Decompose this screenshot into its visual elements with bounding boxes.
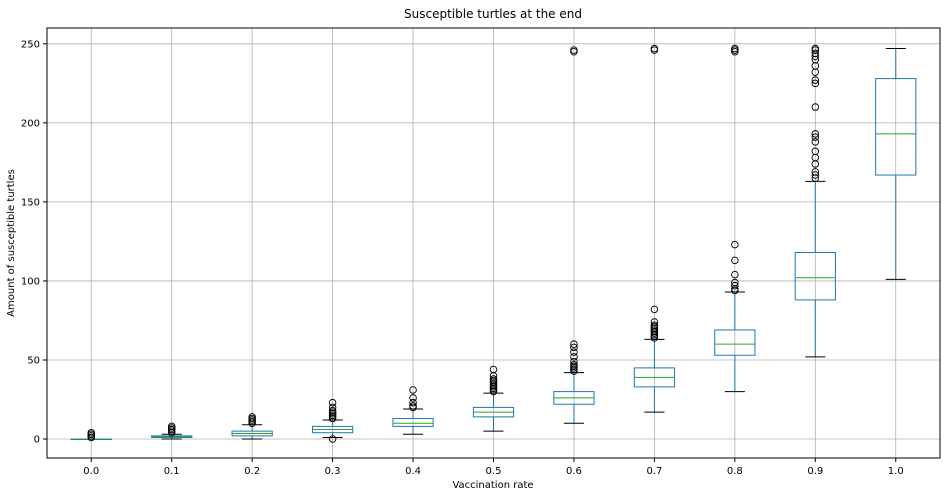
box-iqr	[392, 417, 434, 427]
flier-point	[650, 44, 659, 53]
x-tick-label: 0.1	[164, 466, 180, 477]
flier-point	[328, 406, 337, 415]
y-axis-title: Amount of susceptible turtles	[6, 169, 17, 317]
x-tick-label: 0.3	[325, 466, 341, 477]
x-tick-label: 0.8	[727, 466, 743, 477]
x-axis-title: Vaccination rate	[452, 480, 533, 491]
flier-point	[731, 281, 739, 290]
flier-point	[811, 138, 820, 146]
flier-point	[811, 76, 820, 84]
flier-point	[570, 360, 578, 369]
x-tick-label: 1.0	[888, 466, 904, 477]
y-tick-label: 200	[21, 118, 40, 129]
flier-point	[650, 305, 659, 314]
flier-point	[731, 278, 739, 287]
x-tick-label: 0.7	[646, 466, 662, 477]
flier-point	[650, 321, 659, 329]
box-group	[311, 398, 354, 443]
flier-point	[570, 348, 578, 356]
flier-point	[328, 403, 337, 412]
box-iqr	[875, 78, 917, 176]
x-tick-label: 0.9	[807, 466, 823, 477]
flier-point	[570, 353, 578, 361]
box-group	[875, 48, 917, 280]
box-iqr	[794, 251, 836, 301]
flier-point	[328, 398, 337, 407]
flier-point	[570, 357, 578, 366]
chart-title: Susceptible turtles at the end	[404, 7, 582, 21]
flier-point	[811, 79, 820, 88]
flier-point	[811, 130, 820, 138]
box-group	[633, 44, 676, 413]
flier-point	[811, 49, 820, 58]
x-tick-label: 0.2	[244, 466, 260, 477]
flier-point	[409, 394, 417, 402]
y-tick-label: 0	[34, 435, 40, 446]
flier-point	[731, 44, 739, 53]
box-group	[794, 44, 836, 358]
flier-point	[328, 435, 337, 443]
flier-point	[811, 133, 820, 141]
flier-point	[570, 343, 578, 352]
flier-point	[811, 147, 820, 156]
y-tick-label: 50	[27, 355, 40, 366]
flier-point	[570, 340, 578, 348]
flier-point	[731, 270, 739, 279]
y-axis-ticks: 0 50 100 150 200 250	[21, 39, 47, 446]
x-tick-label: 0.4	[405, 466, 421, 477]
box-group	[392, 386, 434, 435]
box-group	[472, 365, 515, 432]
grid	[47, 28, 940, 458]
flier-point	[489, 365, 498, 374]
flier-point	[811, 103, 820, 111]
x-tick-label: 0.5	[486, 466, 502, 477]
flier-point	[167, 422, 176, 431]
y-tick-label: 100	[21, 276, 40, 287]
box-group	[714, 44, 756, 393]
box-group	[70, 428, 112, 442]
x-tick-label: 0.0	[83, 466, 99, 477]
y-tick-label: 150	[21, 197, 40, 208]
flier-point	[409, 398, 417, 407]
y-tick-label: 250	[21, 39, 40, 50]
flier-point	[811, 171, 820, 179]
plot-frame	[46, 27, 941, 459]
flier-point	[811, 44, 820, 53]
flier-point	[409, 402, 417, 410]
flier-point	[409, 386, 417, 394]
box-group	[231, 413, 273, 440]
x-axis-ticks: 0.0 0.1 0.2 0.3 0.4 0.5 0.6 0.7 0.8 0.9 1.0	[83, 458, 904, 477]
box-iqr	[714, 329, 756, 356]
flier-point	[731, 240, 739, 249]
flier-point	[489, 375, 498, 383]
box-group	[151, 422, 193, 440]
box-group	[553, 46, 595, 424]
flier-point	[731, 256, 739, 265]
flier-point	[248, 413, 256, 421]
flier-point	[811, 168, 820, 176]
flier-point	[570, 46, 578, 54]
boxes	[70, 44, 917, 443]
flier-point	[650, 318, 659, 326]
flier-point	[87, 428, 95, 437]
x-tick-label: 0.6	[566, 466, 582, 477]
